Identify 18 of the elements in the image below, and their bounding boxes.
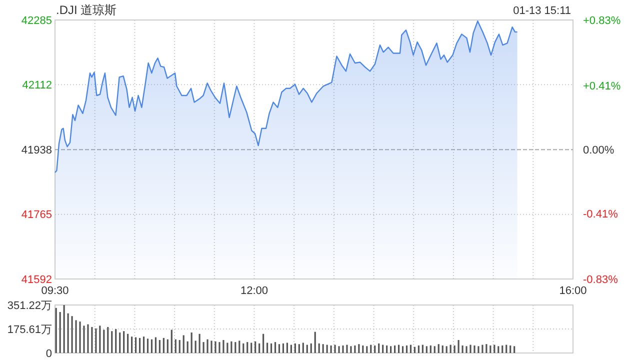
y-tick-label: 41765: [21, 209, 52, 222]
x-tick-label: 09:30: [41, 285, 69, 297]
x-tick-label: 12:00: [240, 285, 268, 297]
y2-tick-label: +0.83%: [583, 14, 621, 27]
y-tick-label: 41938: [21, 144, 52, 157]
y2-tick-label: +0.41%: [583, 80, 621, 92]
y2-tick-label: 0.00%: [583, 144, 614, 156]
text: 01-13 15:11: [513, 5, 571, 17]
y-tick-label: 42285: [21, 14, 52, 27]
y2-tick-label: -0.83%: [583, 274, 618, 286]
chart-title: .DJI 道琼斯: [56, 3, 117, 17]
y-tick-label: 42112: [22, 80, 52, 92]
y-tick-label: 351.22万: [7, 300, 52, 312]
y2-tick-label: -0.41%: [583, 208, 618, 220]
y-tick-label: 0: [46, 348, 52, 360]
y-tick-label: 175.61万: [7, 324, 52, 336]
x-tick-label: 16:00: [559, 285, 587, 297]
y-tick-label: 41592: [21, 274, 52, 286]
